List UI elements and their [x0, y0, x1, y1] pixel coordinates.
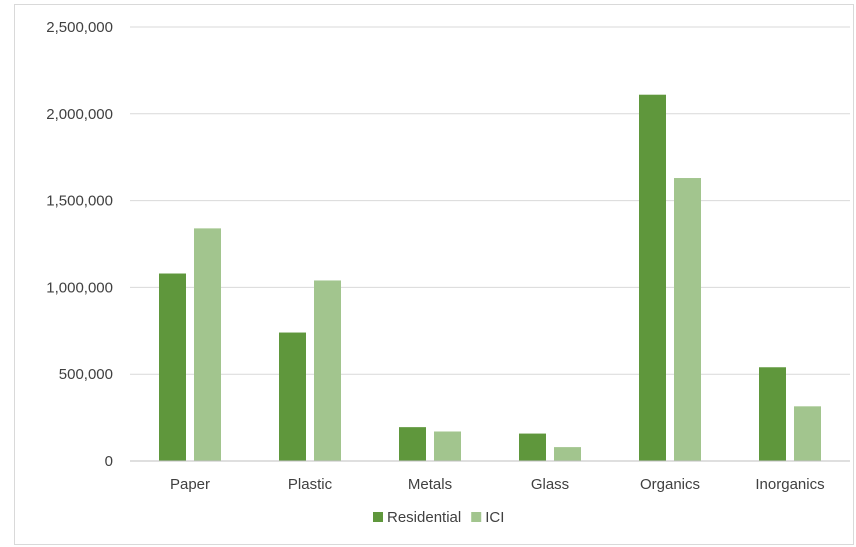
bar-residential-paper — [159, 273, 186, 461]
y-tick-label: 1,000,000 — [46, 279, 113, 296]
x-tick-label: Metals — [408, 476, 452, 493]
bar-residential-glass — [519, 433, 546, 461]
bar-ici-paper — [194, 228, 221, 461]
legend-label-ici: ICI — [485, 509, 504, 526]
x-tick-label: Inorganics — [755, 476, 824, 493]
y-tick-label: 500,000 — [59, 366, 113, 383]
bar-residential-metals — [399, 427, 426, 461]
y-tick-label: 2,500,000 — [46, 19, 113, 36]
bar-residential-plastic — [279, 332, 306, 461]
x-tick-label: Paper — [170, 476, 210, 493]
y-tick-label: 0 — [105, 453, 113, 470]
legend-label-residential: Residential — [387, 509, 461, 526]
bar-ici-organics — [674, 178, 701, 462]
bar-ici-glass — [554, 447, 581, 461]
bars — [159, 94, 821, 462]
x-tick-label: Glass — [531, 476, 569, 493]
bar-ici-metals — [434, 431, 461, 461]
bar-residential-organics — [639, 94, 666, 461]
bar-ici-plastic — [314, 280, 341, 461]
legend-swatch-ici — [471, 512, 482, 522]
y-tick-label: 2,000,000 — [46, 106, 113, 123]
y-tick-label: 1,500,000 — [46, 193, 113, 210]
x-tick-label: Organics — [640, 476, 700, 493]
legend-swatch-residential — [373, 512, 383, 522]
y-axis-ticks: 0 500,000 1,000,000 1,500,000 2,000,000 2,500… — [46, 19, 113, 470]
gridlines — [130, 26, 850, 375]
bar-ici-inorganics — [794, 406, 821, 461]
x-tick-label: Plastic — [288, 476, 333, 493]
x-axis-ticks: Paper Plastic Metals Glass Organics Inorganic… — [170, 476, 825, 493]
legend: Residential ICI — [373, 509, 504, 526]
bar-residential-inorganics — [759, 367, 786, 461]
